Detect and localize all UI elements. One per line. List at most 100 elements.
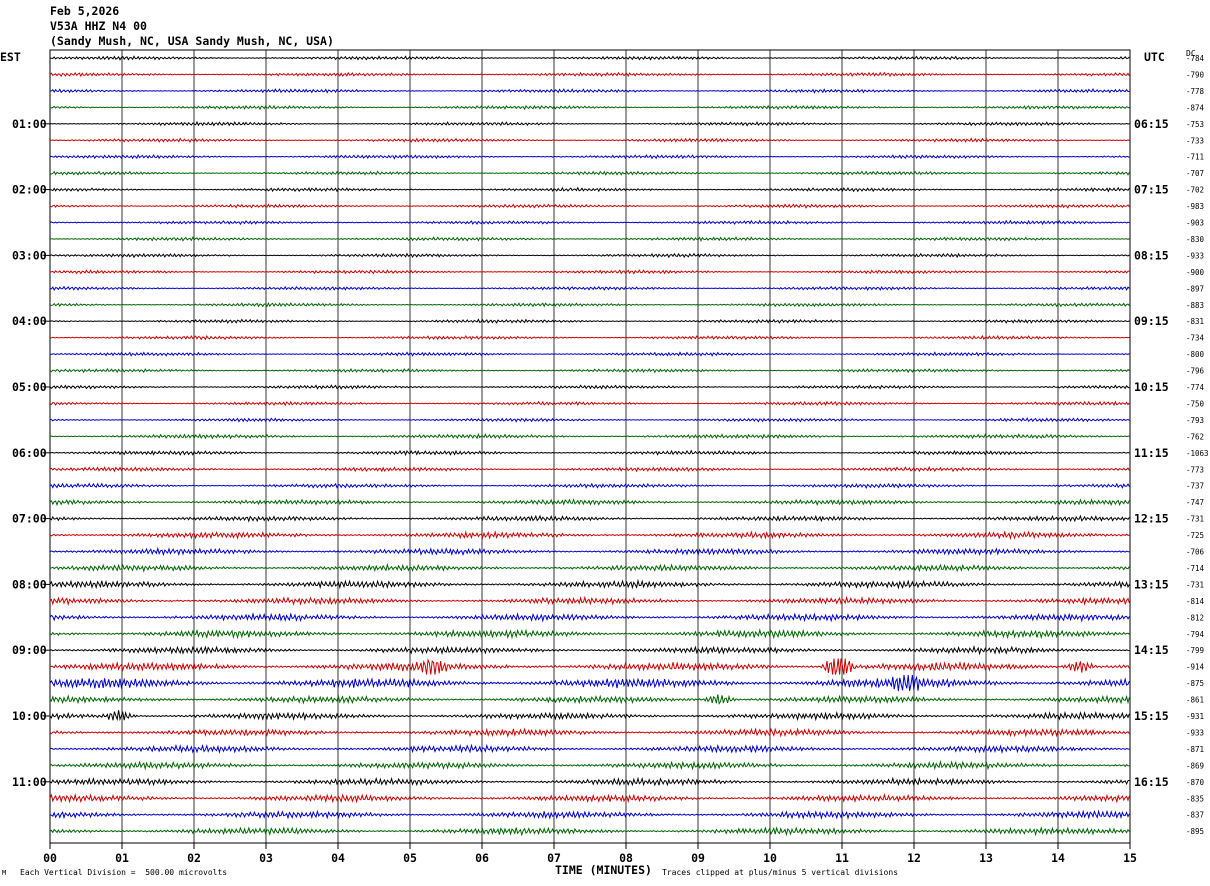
left-timezone-label: EST	[0, 50, 21, 64]
x-tick-label: 11	[835, 851, 849, 865]
dc-offset-label: -933	[1186, 728, 1204, 737]
dc-offset-label: -734	[1186, 334, 1205, 343]
x-tick-label: 06	[475, 851, 489, 865]
trace-line	[49, 644, 1130, 656]
trace-line	[49, 203, 1130, 209]
trace-line	[49, 759, 1130, 771]
trace-line	[49, 809, 1130, 820]
x-tick-label: 01	[115, 851, 129, 865]
trace-line	[49, 658, 1130, 675]
dc-offset-label: -737	[1186, 482, 1204, 491]
x-tick-label: 02	[187, 851, 201, 865]
dc-offset-label: -903	[1186, 219, 1204, 228]
trace-line	[49, 498, 1130, 507]
dc-offset-label: -800	[1186, 350, 1205, 359]
left-time-label: 08:00	[12, 577, 47, 591]
dc-offset-label: -750	[1186, 399, 1205, 408]
trace-line	[49, 710, 1130, 722]
scale-note: Each Vertical Division = 500.00 microvol…	[20, 868, 228, 877]
x-tick-label: 07	[547, 851, 561, 865]
dc-offset-label: -983	[1186, 202, 1204, 211]
x-tick-label: 13	[979, 851, 993, 865]
dc-offset-label: -784	[1186, 54, 1205, 63]
x-tick-label: 10	[763, 851, 777, 865]
dc-offset-label: -883	[1186, 301, 1204, 310]
trace-line	[49, 792, 1130, 804]
trace-line	[49, 530, 1130, 541]
trace-line	[49, 482, 1130, 489]
x-tick-label: 12	[907, 851, 921, 865]
chart-location: (Sandy Mush, NC, USA Sandy Mush, NC, USA…	[50, 34, 334, 48]
right-time-label: 06:15	[1134, 117, 1169, 131]
trace-line	[49, 675, 1130, 692]
dc-offset-label: -778	[1186, 87, 1205, 96]
logo-mark: M	[2, 869, 7, 877]
dc-offset-label: -895	[1186, 827, 1204, 836]
right-time-label: 10:15	[1134, 380, 1169, 394]
left-time-label: 01:00	[12, 117, 47, 131]
dc-offset-label: -871	[1186, 745, 1204, 754]
dc-offset-label: -725	[1186, 531, 1204, 540]
trace-line	[49, 826, 1130, 837]
trace-line	[50, 269, 1130, 275]
right-time-label: 15:15	[1134, 709, 1169, 723]
trace-line	[49, 55, 1130, 61]
clip-note: Traces clipped at plus/minus 5 vertical …	[662, 868, 899, 877]
dc-offset-label: -831	[1186, 317, 1204, 326]
x-tick-label: 03	[259, 851, 273, 865]
x-tick-label: 09	[691, 851, 705, 865]
dc-offset-label: -830	[1186, 235, 1205, 244]
trace-line	[49, 170, 1130, 176]
trace-line	[50, 449, 1130, 457]
trace-line	[49, 628, 1130, 640]
x-tick-label: 04	[331, 851, 345, 865]
x-axis-label: TIME (MINUTES)	[555, 863, 652, 877]
dc-offset-label: -900	[1186, 268, 1205, 277]
right-time-label: 11:15	[1134, 446, 1169, 460]
trace-line	[49, 186, 1130, 193]
x-tick-label: 05	[403, 851, 417, 865]
trace-line	[49, 432, 1130, 440]
trace-line	[49, 776, 1130, 787]
dc-offset-label: -1063	[1186, 449, 1209, 458]
trace-line	[49, 727, 1130, 738]
dc-offset-label: -814	[1186, 597, 1205, 606]
left-time-label: 02:00	[12, 183, 47, 197]
dc-offset-label: -870	[1186, 778, 1205, 787]
trace-line	[49, 219, 1130, 226]
dc-offset-label: -773	[1186, 465, 1204, 474]
trace-line	[50, 137, 1130, 143]
trace-line	[49, 71, 1130, 78]
right-time-label: 14:15	[1134, 643, 1169, 657]
trace-line	[49, 384, 1130, 390]
trace-line	[49, 120, 1130, 127]
dc-offset-label: -707	[1186, 169, 1204, 178]
trace-line	[49, 743, 1130, 755]
dc-offset-label: -711	[1186, 153, 1204, 162]
trace-line	[49, 153, 1130, 160]
dc-offset-label: -869	[1186, 761, 1204, 770]
left-time-label: 03:00	[12, 248, 47, 262]
trace-line	[49, 285, 1130, 292]
trace-line	[49, 318, 1130, 324]
left-time-label: 11:00	[12, 775, 47, 789]
dc-offset-label: -753	[1186, 120, 1204, 129]
trace-line	[49, 334, 1130, 341]
trace-line	[49, 400, 1130, 407]
right-time-label: 12:15	[1134, 512, 1169, 526]
trace-line	[49, 417, 1130, 423]
dc-offset-label: -747	[1186, 498, 1204, 507]
dc-offset-label: -933	[1186, 251, 1204, 260]
plot-frame	[49, 49, 1131, 844]
x-tick-label: 14	[1051, 851, 1065, 865]
dc-offset-label: -793	[1186, 416, 1204, 425]
trace-line	[49, 546, 1130, 557]
dc-offset-label: -812	[1186, 613, 1204, 622]
trace-line	[49, 367, 1130, 374]
dc-offset-label: -794	[1186, 630, 1205, 639]
left-time-label: 07:00	[12, 512, 47, 526]
chart-title: V53A HHZ N4 00	[50, 19, 147, 33]
dc-offset-label: -875	[1186, 679, 1204, 688]
dc-offset-label: -706	[1186, 548, 1205, 557]
